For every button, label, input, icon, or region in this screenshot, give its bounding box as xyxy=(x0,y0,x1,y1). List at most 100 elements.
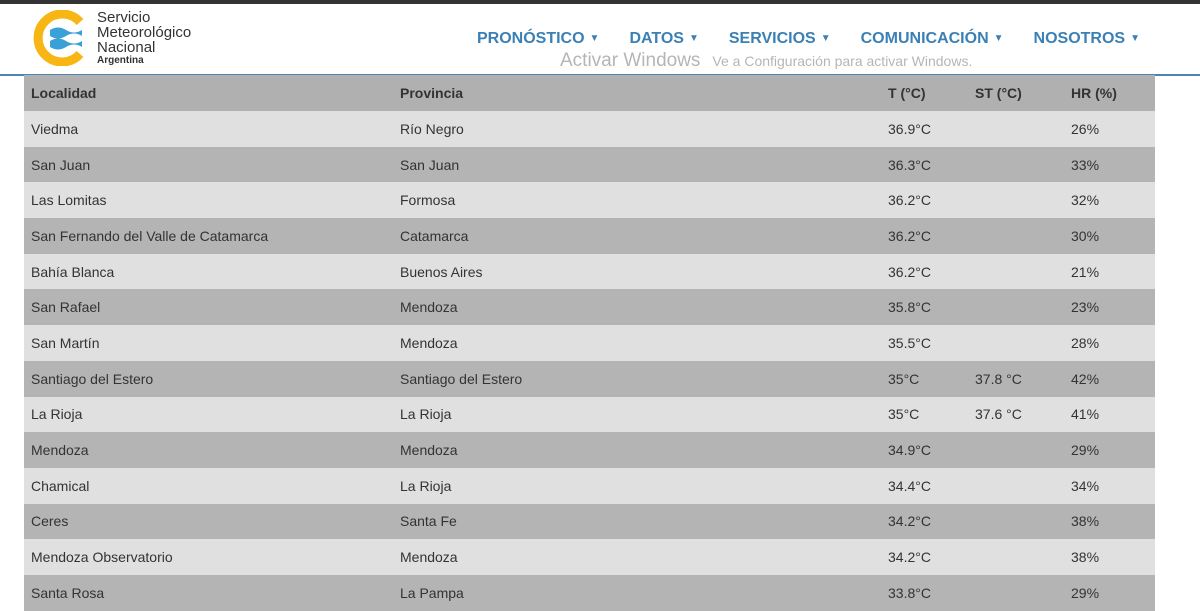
table-cell: Ceres xyxy=(24,503,393,540)
table-cell xyxy=(968,218,1064,254)
main-nav: PRONÓSTICO ▼ DATOS ▼ SERVICIOS ▼ COMUNICACIÓN ▼… xyxy=(477,30,1140,48)
table-cell: 34% xyxy=(1064,467,1155,504)
table-cell: Mendoza xyxy=(393,539,881,575)
nav-label: COMUNICACIÓN xyxy=(860,30,989,47)
brand-name[interactable]: Servicio Meteorológico Nacional Argentin… xyxy=(97,10,191,67)
table-cell: Río Negro xyxy=(393,111,881,147)
table-cell: 42% xyxy=(1064,360,1155,397)
table-cell: 41% xyxy=(1064,396,1155,433)
table-cell: 29% xyxy=(1064,574,1155,611)
caret-down-icon: ▼ xyxy=(589,33,600,45)
table-cell: 36.3°C xyxy=(881,146,968,183)
table-cell: San Rafael xyxy=(24,289,393,326)
caret-down-icon: ▼ xyxy=(820,33,831,45)
table-cell xyxy=(968,325,1064,361)
table-cell xyxy=(968,182,1064,219)
table-row: San Fernando del Valle de Catamarca Catam… xyxy=(24,218,1155,254)
table-row: Ceres Santa Fe 34.2°C 38% xyxy=(24,503,1155,540)
table-cell xyxy=(968,289,1064,326)
nav-item-2[interactable]: SERVICIOS ▼ xyxy=(729,30,831,48)
column-header[interactable]: Localidad xyxy=(24,75,393,111)
table-cell xyxy=(968,467,1064,504)
column-header[interactable]: Provincia xyxy=(393,75,881,111)
table-cell: La Rioja xyxy=(393,396,881,433)
temperature-table: Localidad Provincia T (°C) ST (°C) HR (%) Vi… xyxy=(24,75,1155,611)
table-cell xyxy=(968,432,1064,468)
table-cell xyxy=(968,253,1064,290)
nav-item-4[interactable]: NOSOTROS ▼ xyxy=(1034,30,1140,48)
nav-item-1[interactable]: DATOS ▼ xyxy=(629,30,698,48)
table-cell: 36.2°C xyxy=(881,182,968,219)
table-cell: La Rioja xyxy=(393,467,881,504)
site-header: Servicio Meteorológico Nacional Argentin… xyxy=(0,4,1200,76)
brand-line: Servicio xyxy=(97,9,151,26)
brand-line: Meteorológico xyxy=(97,24,192,41)
table-cell: Bahía Blanca xyxy=(24,253,393,290)
nav-label: DATOS xyxy=(629,30,684,47)
table-cell: 36.2°C xyxy=(881,218,968,254)
table-cell xyxy=(968,574,1064,611)
table-cell: Santiago del Estero xyxy=(24,360,393,397)
table-cell: 35.8°C xyxy=(881,289,968,326)
table-cell: 36.2°C xyxy=(881,253,968,290)
table-cell xyxy=(968,539,1064,575)
table-cell: 30% xyxy=(1064,218,1155,254)
table-cell: Santa Fe xyxy=(393,503,881,540)
caret-down-icon: ▼ xyxy=(993,33,1004,45)
brand-country: Argentina xyxy=(97,55,144,66)
table-row: San Martín Mendoza 35.5°C 28% xyxy=(24,325,1155,361)
nav-label: PRONÓSTICO xyxy=(476,30,585,47)
table-cell: Las Lomitas xyxy=(24,182,393,219)
table-cell: Chamical xyxy=(24,467,393,504)
table-row: Bahía Blanca Buenos Aires 36.2°C 21% xyxy=(24,253,1155,290)
column-header[interactable]: T (°C) xyxy=(881,75,968,111)
table-row: Viedma Río Negro 36.9°C 26% xyxy=(24,111,1155,147)
table-cell: 38% xyxy=(1064,503,1155,540)
nav-item-0[interactable]: PRONÓSTICO ▼ xyxy=(477,30,599,48)
nav-item-3[interactable]: COMUNICACIÓN ▼ xyxy=(861,30,1004,48)
table-cell: Mendoza Observatorio xyxy=(24,539,393,575)
table-cell: 35°C xyxy=(881,396,968,433)
table-cell: Mendoza xyxy=(24,432,393,468)
table-row: La Rioja La Rioja 35°C 37.6 °C 41% xyxy=(24,396,1155,433)
table-cell xyxy=(968,146,1064,183)
table-cell: Buenos Aires xyxy=(393,253,881,290)
table-cell: Mendoza xyxy=(393,432,881,468)
smn-logo[interactable] xyxy=(32,10,92,66)
table-cell: 32% xyxy=(1064,182,1155,219)
top-bar xyxy=(0,0,1200,4)
table-cell: La Pampa xyxy=(393,574,881,611)
table-cell: 38% xyxy=(1064,539,1155,575)
table-cell: San Juan xyxy=(24,146,393,183)
table-cell: Santa Rosa xyxy=(24,574,393,611)
table-row: Mendoza Mendoza 34.9°C 29% xyxy=(24,432,1155,468)
table-cell: 33.8°C xyxy=(881,574,968,611)
table-cell: 35.5°C xyxy=(881,325,968,361)
table-cell: 23% xyxy=(1064,289,1155,326)
table-cell: 37.8 °C xyxy=(968,360,1064,397)
column-header[interactable]: HR (%) xyxy=(1064,75,1155,111)
table-cell: San Martín xyxy=(24,325,393,361)
table-cell: 36.9°C xyxy=(881,111,968,147)
table-row: Santa Rosa La Pampa 33.8°C 29% xyxy=(24,574,1155,611)
nav-label: SERVICIOS xyxy=(728,30,816,47)
table-row: San Rafael Mendoza 35.8°C 23% xyxy=(24,289,1155,326)
caret-down-icon: ▼ xyxy=(688,33,699,45)
table-row: San Juan San Juan 36.3°C 33% xyxy=(24,146,1155,183)
table-cell: Viedma xyxy=(24,111,393,147)
table-cell xyxy=(968,111,1064,147)
column-header[interactable]: ST (°C) xyxy=(968,75,1064,111)
table-cell: 35°C xyxy=(881,360,968,397)
table-cell: San Juan xyxy=(393,146,881,183)
table-cell: Mendoza xyxy=(393,325,881,361)
table-row: Chamical La Rioja 34.4°C 34% xyxy=(24,467,1155,504)
table-cell: Santiago del Estero xyxy=(393,360,881,397)
table-cell: 34.2°C xyxy=(881,539,968,575)
table-cell: 28% xyxy=(1064,325,1155,361)
table-cell: 34.4°C xyxy=(881,467,968,504)
caret-down-icon: ▼ xyxy=(1130,33,1140,45)
table-cell: 33% xyxy=(1064,146,1155,183)
table-row: Santiago del Estero Santiago del Estero 35… xyxy=(24,360,1155,397)
table-cell: 26% xyxy=(1064,111,1155,147)
table-cell: La Rioja xyxy=(24,396,393,433)
